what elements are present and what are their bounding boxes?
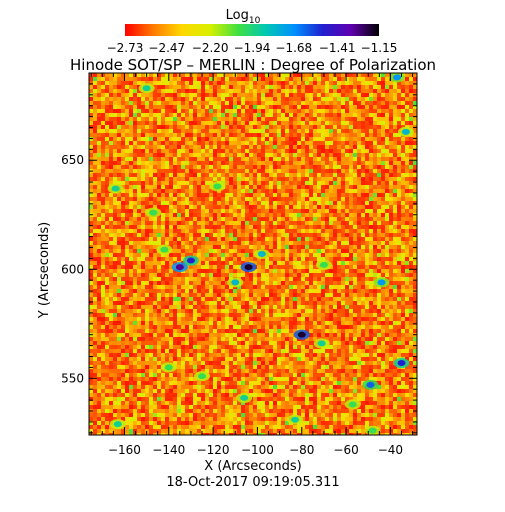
feature-core bbox=[366, 381, 375, 388]
x-tick-label: −160 bbox=[108, 443, 141, 457]
feature-core bbox=[244, 264, 253, 271]
x-tick-label: −140 bbox=[152, 443, 185, 457]
feature-core bbox=[111, 185, 120, 192]
feature-core bbox=[113, 421, 122, 428]
feature-core bbox=[186, 257, 195, 264]
y-tick-label: 650 bbox=[61, 153, 84, 167]
y-tick-label: 550 bbox=[61, 371, 84, 385]
colorbar-tick-label: −2.20 bbox=[192, 41, 229, 55]
feature-core bbox=[291, 416, 300, 423]
feature-core bbox=[348, 401, 357, 408]
feature-core bbox=[149, 209, 158, 216]
feature-core bbox=[142, 85, 151, 92]
y-tick-label: 600 bbox=[61, 262, 84, 276]
colorbar bbox=[125, 24, 379, 36]
x-axis: −160 −140 −120 −100 −80 −60 −40 bbox=[90, 73, 414, 457]
x-axis-label: X (Arcseconds) bbox=[204, 459, 301, 474]
feature-core bbox=[393, 74, 402, 81]
feature-core bbox=[160, 246, 169, 253]
colorbar-tick-label: −1.68 bbox=[275, 41, 312, 55]
colorbar-tick-label: −2.73 bbox=[107, 41, 144, 55]
colorbar-label: Log10 bbox=[226, 8, 261, 26]
x-tick-label: −100 bbox=[241, 443, 274, 457]
colorbar-tick-label: −2.47 bbox=[148, 41, 185, 55]
colorbar-tick-label: −1.41 bbox=[319, 41, 356, 55]
feature-core bbox=[401, 128, 410, 135]
feature-core bbox=[319, 261, 328, 268]
feature-core bbox=[198, 373, 207, 380]
feature-core bbox=[175, 264, 184, 271]
plot-frame bbox=[88, 72, 418, 436]
colorbar-tick-label: −1.15 bbox=[361, 41, 398, 55]
feature-core bbox=[231, 279, 240, 286]
feature-core bbox=[397, 360, 406, 367]
feature-core bbox=[164, 364, 173, 371]
feature-core bbox=[213, 183, 222, 190]
x-tick-label: −80 bbox=[289, 443, 314, 457]
feature-core bbox=[297, 331, 306, 338]
feature-core bbox=[257, 251, 266, 257]
feature-core bbox=[317, 340, 326, 347]
feature-core bbox=[377, 279, 386, 286]
y-axis: 550 600 650 bbox=[61, 72, 417, 434]
feature-core bbox=[368, 427, 377, 434]
timestamp-footer: 18-Oct-2017 09:19:05.311 bbox=[166, 475, 339, 490]
x-tick-label: −120 bbox=[197, 443, 230, 457]
x-tick-label: −40 bbox=[378, 443, 403, 457]
heatmap-image bbox=[89, 73, 417, 435]
chart-title: Hinode SOT/SP – MERLIN : Degree of Polar… bbox=[70, 56, 436, 74]
y-axis-label: Y (Arcseconds) bbox=[37, 222, 52, 319]
x-tick-label: −60 bbox=[333, 443, 358, 457]
feature-core bbox=[240, 394, 249, 401]
colorbar-ticks: −2.73 −2.47 −2.20 −1.94 −1.68 −1.41 −1.15 bbox=[107, 41, 398, 55]
colorbar-tick-label: −1.94 bbox=[234, 41, 271, 55]
